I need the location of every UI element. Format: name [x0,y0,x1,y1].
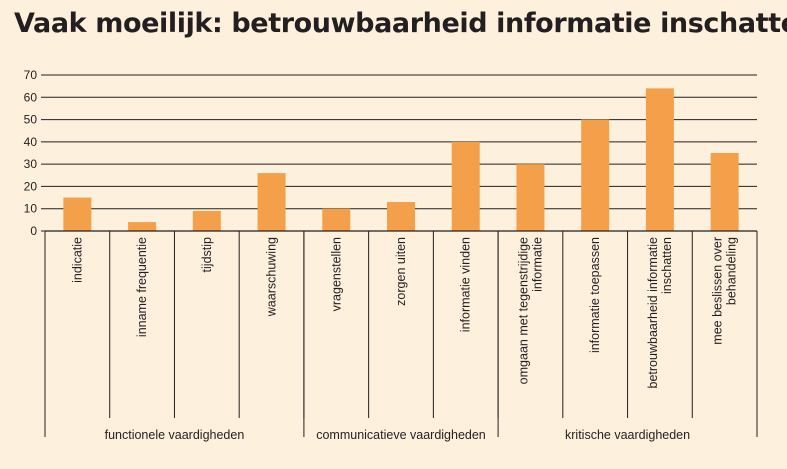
y-tick-label: 40 [24,135,38,149]
bar [128,222,157,231]
bar [257,173,286,231]
category-label: mee beslissen overbehandeling [711,237,739,345]
category-label: betrouwbaarheid informatieinschatten [646,237,674,389]
category-label: omgaan met tegenstrijdigeinformatie [516,237,544,384]
y-tick-label: 0 [30,224,37,238]
bar [516,164,545,231]
bar [710,153,739,231]
chart-title: Vaak moeilijk: betrouwbaarheid informati… [14,8,787,39]
category-label: tijdstip [200,237,214,272]
group-label: communicatieve vaardigheden [316,428,486,442]
category-label: waarschuwing [265,237,279,317]
category-label: inname frequentie [135,237,149,337]
y-tick-label: 50 [24,113,38,127]
group-label: kritische vaardigheden [565,428,690,442]
category-label: vragenstellen [329,237,343,311]
bar [387,202,415,231]
bar [451,141,480,231]
y-tick-label: 70 [24,68,38,82]
y-tick-label: 30 [24,157,38,171]
bar [322,208,351,231]
bar [63,197,92,231]
y-tick-label: 20 [24,179,38,193]
category-label: indicatie [70,237,84,283]
bar [192,210,221,231]
category-label: informatie toepassen [588,237,602,353]
group-label: functionele vaardigheden [105,428,245,442]
bar [581,119,610,231]
category-label: zorgen uiten [394,237,408,306]
y-tick-label: 10 [24,202,38,216]
bar [645,88,674,231]
y-tick-label: 60 [24,90,38,104]
category-label: informatie vinden [459,237,473,332]
